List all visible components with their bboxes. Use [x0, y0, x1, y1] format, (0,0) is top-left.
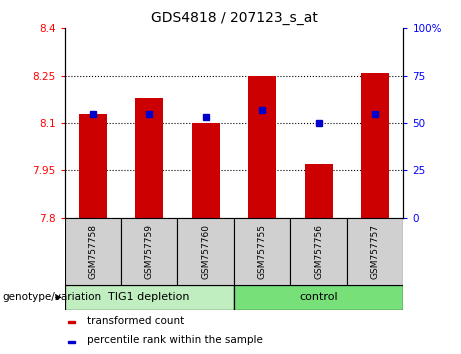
Bar	[121, 218, 177, 285]
Text: GSM757760: GSM757760	[201, 224, 210, 279]
Bar	[305, 164, 333, 218]
Bar	[234, 285, 403, 310]
Bar	[177, 218, 234, 285]
Bar	[79, 114, 107, 218]
Bar	[65, 218, 121, 285]
Text: control: control	[299, 292, 338, 302]
Text: GSM757756: GSM757756	[314, 224, 323, 279]
Bar	[347, 218, 403, 285]
Text: transformed count: transformed count	[87, 316, 184, 326]
Bar	[192, 123, 220, 218]
Bar	[68, 341, 75, 343]
Text: GSM757757: GSM757757	[371, 224, 380, 279]
Text: percentile rank within the sample: percentile rank within the sample	[87, 335, 262, 346]
Text: GSM757755: GSM757755	[258, 224, 267, 279]
Text: genotype/variation: genotype/variation	[2, 292, 101, 302]
Bar	[65, 285, 234, 310]
Text: GSM757759: GSM757759	[145, 224, 154, 279]
Bar	[135, 98, 163, 218]
Bar	[361, 73, 389, 218]
Title: GDS4818 / 207123_s_at: GDS4818 / 207123_s_at	[151, 11, 317, 24]
Bar	[290, 218, 347, 285]
Bar	[68, 321, 75, 323]
Text: GSM757758: GSM757758	[88, 224, 97, 279]
Bar	[248, 76, 276, 218]
Text: TIG1 depletion: TIG1 depletion	[108, 292, 190, 302]
Bar	[234, 218, 290, 285]
